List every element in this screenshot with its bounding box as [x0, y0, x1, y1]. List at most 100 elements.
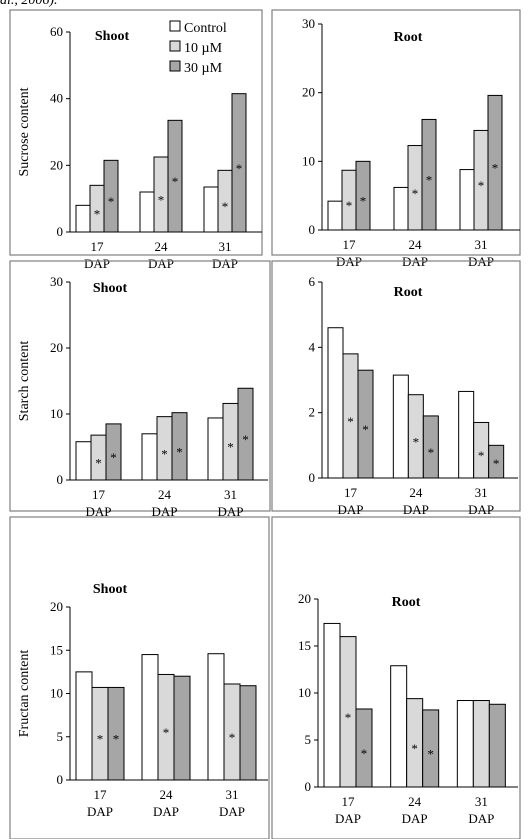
x-tick-label: 31 — [219, 239, 232, 254]
y-tick-label: 30 — [302, 16, 315, 31]
significance-marker: * — [161, 446, 168, 461]
x-tick-label: DAP — [85, 504, 111, 519]
bar-control — [139, 191, 155, 233]
chart-title: Shoot — [93, 582, 128, 597]
legend-label: 30 µM — [184, 61, 223, 76]
legend-label: Control — [184, 21, 227, 36]
bar-30m — [239, 685, 257, 781]
y-tick-label: 0 — [57, 224, 64, 239]
legend-swatch — [169, 60, 181, 72]
x-tick-label: DAP — [84, 256, 110, 271]
significance-marker: * — [97, 732, 104, 747]
significance-marker: * — [478, 448, 485, 463]
y-tick-label: 0 — [57, 472, 64, 487]
bar-30m — [105, 423, 122, 481]
bar-control — [459, 169, 475, 231]
y-tick-label: 15 — [298, 638, 311, 653]
significance-marker: * — [411, 741, 418, 756]
x-tick-label: 31 — [475, 237, 488, 252]
panel-border — [9, 516, 270, 839]
significance-marker: * — [242, 432, 249, 447]
y-tick-label: 5 — [57, 729, 64, 744]
panel-border — [271, 9, 521, 256]
chart-title: Root — [394, 30, 423, 45]
bar-30m — [103, 159, 119, 233]
significance-marker: * — [412, 186, 419, 201]
x-tick-label: 24 — [155, 239, 169, 254]
significance-marker: * — [427, 746, 434, 761]
significance-marker: * — [110, 450, 117, 465]
significance-marker: * — [428, 445, 435, 460]
bar-control — [392, 374, 409, 479]
y-tick-label: 5 — [305, 732, 312, 747]
bar-30m — [357, 369, 374, 479]
y-tick-label: 40 — [50, 91, 63, 106]
bar-30m — [173, 675, 191, 781]
bar-control — [207, 653, 225, 781]
bar-30m — [421, 118, 437, 231]
x-tick-label: DAP — [87, 804, 113, 819]
x-tick-label: 31 — [475, 794, 488, 809]
y-tick-label: 0 — [305, 779, 312, 794]
y-tick-label: 6 — [309, 274, 316, 289]
bar-30m — [237, 387, 254, 481]
significance-marker: * — [158, 193, 165, 208]
significance-marker: * — [347, 414, 354, 429]
x-tick-label: DAP — [151, 504, 177, 519]
y-tick-label: 2 — [309, 405, 316, 420]
chart-panel-1: 0 20 40 60 Sucrose content Shoot * * 17 DAP * * 24 DA… — [9, 9, 263, 271]
bar-10m — [472, 700, 490, 788]
x-tick-label: DAP — [468, 502, 494, 517]
significance-marker: * — [95, 456, 102, 471]
x-tick-label: 31 — [475, 485, 488, 500]
significance-marker: * — [236, 161, 243, 176]
y-tick-label: 0 — [57, 772, 64, 787]
y-tick-label: 30 — [50, 274, 63, 289]
caption-fragment: al., 2006). — [0, 0, 58, 8]
bar-30m — [171, 412, 188, 481]
significance-marker: * — [478, 178, 485, 193]
chart-title: Shoot — [93, 281, 128, 296]
y-tick-label: 20 — [302, 85, 315, 100]
x-tick-label: DAP — [403, 502, 429, 517]
significance-marker: * — [345, 710, 352, 725]
significance-marker: * — [113, 732, 120, 747]
x-tick-label: 31 — [224, 487, 237, 502]
chart-panel-5: 0 5 10 15 20 Fructan content Shoot * * 17 DAP * 24 DA… — [9, 516, 270, 839]
significance-marker: * — [413, 434, 420, 449]
x-tick-label: 17 — [92, 487, 106, 502]
significance-marker: * — [492, 161, 499, 176]
significance-marker: * — [346, 198, 353, 213]
bar-30m — [488, 444, 505, 479]
x-tick-label: 17 — [343, 237, 357, 252]
x-tick-label: 24 — [409, 485, 423, 500]
legend-label: 10 µM — [184, 41, 223, 56]
y-tick-label: 10 — [50, 406, 63, 421]
x-tick-label: DAP — [337, 502, 363, 517]
y-tick-label: 0 — [309, 470, 316, 485]
x-tick-label: 24 — [158, 487, 172, 502]
y-tick-label: 60 — [50, 24, 63, 39]
significance-marker: * — [172, 174, 179, 189]
x-tick-label: 24 — [160, 787, 174, 802]
x-tick-label: DAP — [468, 811, 494, 826]
bar-control — [458, 390, 475, 479]
bar-30m — [231, 93, 247, 233]
significance-marker: * — [222, 199, 229, 214]
bar-control — [141, 433, 158, 481]
y-axis-label: Fructan content — [17, 650, 32, 738]
bar-control — [203, 186, 219, 233]
significance-marker: * — [94, 207, 101, 222]
bar-control — [75, 671, 93, 781]
y-tick-label: 10 — [298, 685, 311, 700]
x-tick-label: DAP — [219, 804, 245, 819]
significance-marker: * — [176, 444, 183, 459]
panel-border — [9, 9, 263, 256]
bar-control — [390, 665, 408, 788]
significance-marker: * — [362, 422, 369, 437]
bar-control — [141, 654, 159, 781]
bar-30m — [487, 94, 503, 231]
x-tick-label: DAP — [148, 256, 174, 271]
